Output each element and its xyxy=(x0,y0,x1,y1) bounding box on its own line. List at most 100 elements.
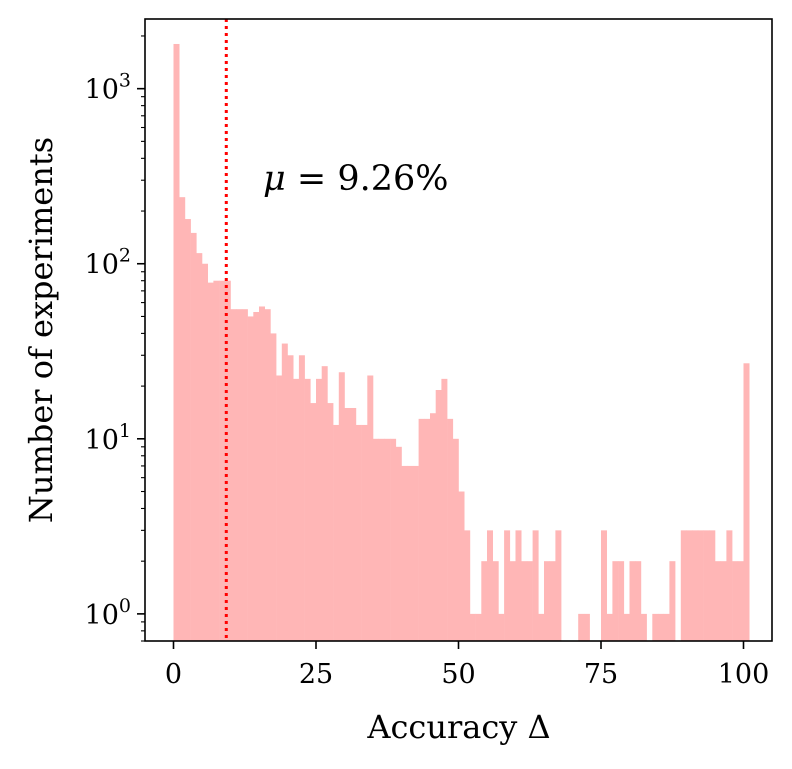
histogram-bar xyxy=(390,438,397,641)
histogram-bar xyxy=(526,561,533,641)
histogram-bar xyxy=(321,366,328,641)
histogram-bar xyxy=(658,613,664,641)
histogram-bar xyxy=(350,407,357,641)
histogram-bar xyxy=(304,378,311,641)
histogram-bar xyxy=(652,613,659,641)
histogram-bar xyxy=(481,561,488,641)
histogram-bar xyxy=(173,43,180,642)
histogram-bar xyxy=(669,561,676,641)
histogram-bar xyxy=(578,613,585,641)
histogram-bar xyxy=(361,424,368,641)
histogram-bar xyxy=(355,424,362,641)
histogram-bar xyxy=(697,530,704,641)
histogram-bar xyxy=(538,613,545,641)
y-tick-label: 102 xyxy=(85,245,131,281)
histogram-bar xyxy=(184,219,191,641)
histogram-bar xyxy=(464,530,471,641)
histogram-bar xyxy=(635,561,642,641)
histogram-bar xyxy=(367,375,374,641)
histogram-bar xyxy=(583,613,590,641)
histogram-bar xyxy=(196,253,203,641)
histogram-bar xyxy=(492,561,499,641)
histogram-bar xyxy=(179,197,186,641)
histogram-bar xyxy=(743,363,750,641)
x-tick-label: 0 xyxy=(165,659,182,690)
histogram-bar xyxy=(504,530,511,641)
histogram-bar xyxy=(458,491,465,641)
histogram-bar xyxy=(680,530,687,641)
histogram-bar xyxy=(270,333,277,641)
histogram-bar xyxy=(555,530,562,641)
x-axis-label: Accuracy Δ xyxy=(366,708,550,746)
histogram-bar xyxy=(418,418,425,641)
histogram-bar xyxy=(640,613,647,641)
histogram-bar xyxy=(703,530,710,641)
histogram-bar xyxy=(247,316,254,641)
histogram-bar xyxy=(509,561,516,641)
histogram-bar xyxy=(532,530,539,641)
histogram-bar xyxy=(549,561,556,641)
histogram-bar xyxy=(709,530,716,641)
histogram-bar xyxy=(521,561,528,641)
y-tick-label: 103 xyxy=(85,70,131,106)
histogram-bar xyxy=(298,355,305,641)
histogram-bar xyxy=(663,613,670,641)
histogram-bar xyxy=(726,530,733,641)
histogram-bar xyxy=(629,561,636,641)
histogram-bar xyxy=(236,309,243,641)
histogram-bar xyxy=(281,343,288,641)
histogram-bar xyxy=(515,530,522,641)
histogram-bar xyxy=(612,561,619,641)
y-axis-ticks: 100 101 102 103 xyxy=(85,35,145,642)
histogram-bar xyxy=(487,530,493,641)
histogram-bar xyxy=(384,438,391,641)
histogram-bar xyxy=(412,465,419,641)
histogram-bar xyxy=(401,465,408,641)
histogram-bar xyxy=(720,561,727,641)
histogram-bar xyxy=(435,390,442,641)
x-tick-label: 100 xyxy=(718,659,770,690)
histogram-bar xyxy=(737,561,744,641)
histogram-bar xyxy=(424,418,431,641)
x-axis-ticks: 0 25 50 75 100 xyxy=(165,641,769,690)
histogram-bar xyxy=(469,613,476,641)
histogram-bar xyxy=(333,424,340,641)
histogram-bar xyxy=(544,561,550,641)
y-tick-label: 100 xyxy=(85,595,131,631)
mean-annotation: μ = 9.26% xyxy=(263,159,449,199)
histogram-bar xyxy=(344,407,351,641)
histogram-bar xyxy=(310,403,317,641)
histogram-bar xyxy=(692,530,699,641)
histogram-bar xyxy=(373,438,379,641)
histogram-bar xyxy=(219,280,226,641)
histogram-bar xyxy=(441,378,448,641)
histogram-bar xyxy=(327,403,334,641)
histogram-bar xyxy=(686,530,693,641)
histogram-bar xyxy=(224,280,231,641)
histogram-bar xyxy=(395,446,402,641)
histogram-bar xyxy=(447,418,454,641)
histogram-bar xyxy=(287,355,294,641)
histogram-bar xyxy=(230,309,237,641)
histogram-bar xyxy=(498,613,505,641)
y-tick-label: 101 xyxy=(85,420,131,456)
histogram-bar xyxy=(601,530,607,641)
histogram-bar xyxy=(207,282,214,641)
histogram-bar xyxy=(253,312,260,641)
histogram-bar xyxy=(213,280,220,641)
histogram-bar xyxy=(276,375,283,641)
x-tick-label: 50 xyxy=(441,659,475,690)
histogram-bar xyxy=(430,413,436,641)
histogram-bar xyxy=(606,613,613,641)
histogram-bar xyxy=(338,372,345,641)
bars xyxy=(173,43,750,642)
histogram-bar xyxy=(715,561,721,641)
y-axis-label: Number of experiments xyxy=(22,137,60,523)
histogram-bar xyxy=(241,309,248,641)
histogram-bar xyxy=(202,263,208,641)
histogram-bar xyxy=(618,561,625,641)
histogram-bar xyxy=(452,438,459,641)
x-tick-label: 25 xyxy=(299,659,333,690)
histogram-bar xyxy=(732,561,739,641)
